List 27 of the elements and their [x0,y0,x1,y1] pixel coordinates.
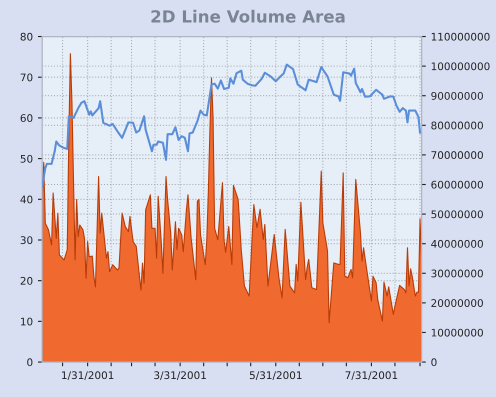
y2-tick-label: 0 [431,358,437,366]
y2-tick-label: 80000000 [431,122,483,130]
y2-tick-label: 110000000 [432,32,490,41]
y2-tick-label: 90000000 [431,92,483,100]
y-tick-label: 10 [21,318,32,326]
x-tick-label: 7/31/2001 [346,371,398,380]
y2-tick-label: 20000000 [431,299,483,307]
y2-tick-label: 70000000 [431,151,483,160]
y2-tick-label: 10000000 [432,328,483,337]
y-tick-label: 50 [20,154,32,163]
y2-tick-label: 30000000 [431,270,483,278]
x-tick-label: 3/31/2001 [154,371,206,380]
y-tick-label: 80 [20,32,32,41]
y-tick-label: 40 [20,196,32,204]
y2-tick-label: 50000000 [431,210,483,218]
x-tick-label: 5/31/2001 [250,371,302,380]
chart-title: 2D Line Volume Area [151,10,345,23]
x-tick-label: 1/31/2001 [62,371,114,380]
y-tick-label: 30 [20,236,32,244]
y2-tick-label: 40000000 [431,240,483,248]
line-series [42,64,422,188]
y-tick-label: 70 [20,73,32,82]
y-tick-label: 20 [20,276,32,285]
y2-tick-label: 100000000 [432,62,490,70]
y2-tick-label: 60000000 [431,180,483,189]
y-tick-label: 60 [20,114,32,122]
y-tick-label: 0 [27,358,32,366]
